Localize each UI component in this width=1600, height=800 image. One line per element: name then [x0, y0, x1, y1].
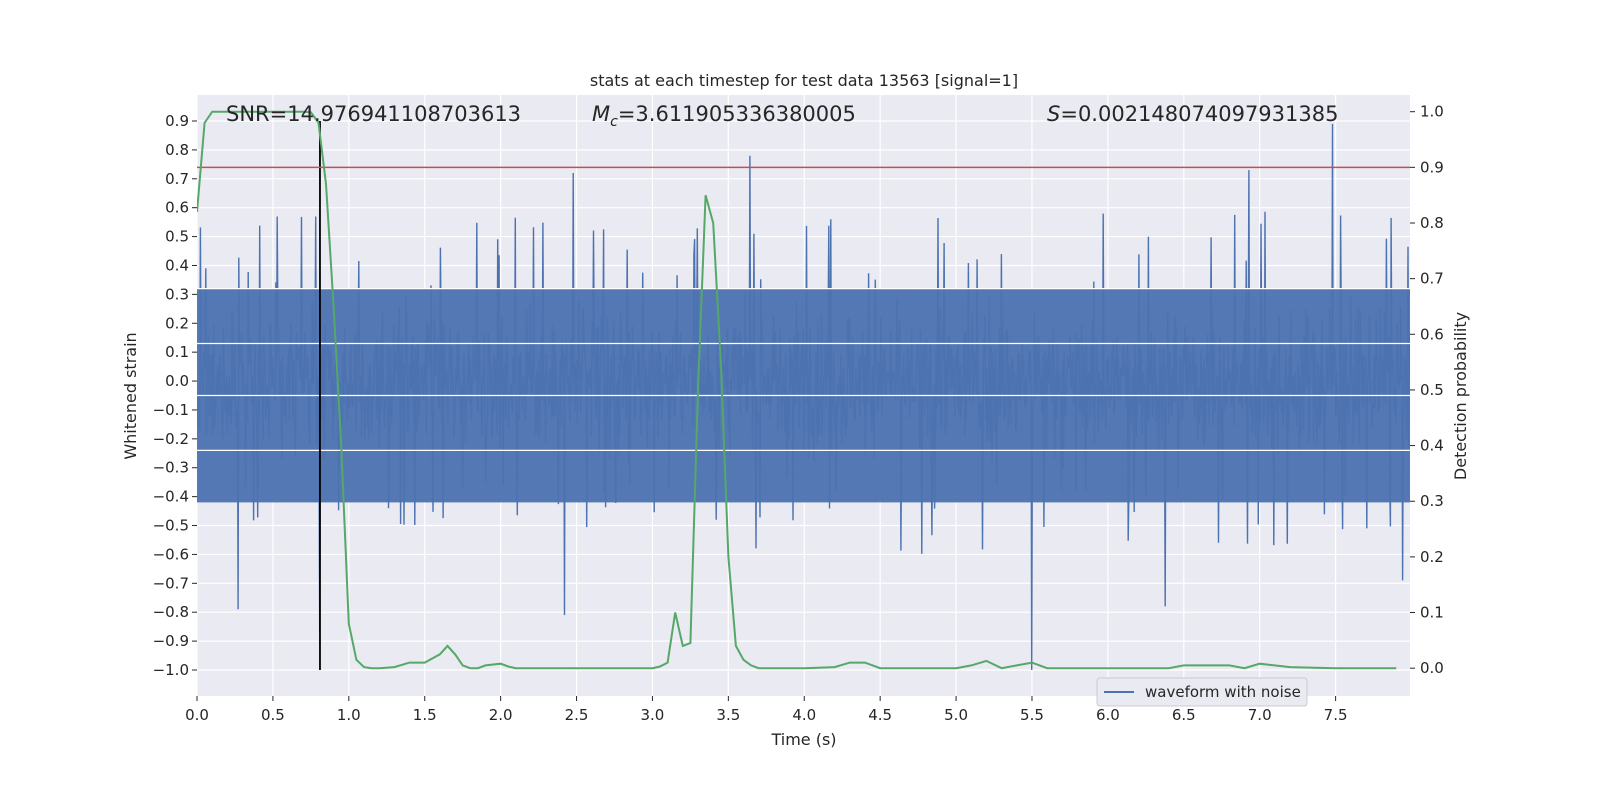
x-tick-label: 7.0: [1248, 706, 1272, 724]
right-y-tick-label: 0.6: [1420, 325, 1444, 343]
left-y-tick-label: −0.4: [153, 488, 189, 506]
legend: waveform with noise: [1096, 677, 1308, 707]
left-y-tick-label: −1.0: [153, 661, 189, 679]
x-tick-label: 4.0: [792, 706, 816, 724]
s-value: =0.002148074097931385: [1060, 102, 1338, 126]
left-y-tick-label: 0.5: [165, 228, 189, 246]
left-y-tick-label: 0.6: [165, 199, 189, 217]
x-axis-label: Time (s): [770, 730, 836, 749]
probability-line: [197, 110, 1397, 670]
left-y-tick-label: 0.0: [165, 372, 189, 390]
right-y-axis-label: Detection probability: [1451, 312, 1470, 480]
right-y-tick-label: 0.3: [1420, 492, 1444, 510]
x-tick-label: 2.5: [565, 706, 589, 724]
chart-title: stats at each timestep for test data 135…: [590, 71, 1018, 90]
right-y-tick-label: 0.5: [1420, 381, 1444, 399]
x-tick-label: 3.5: [716, 706, 740, 724]
x-tick-label: 1.0: [337, 706, 361, 724]
right-y-tick-label: 0.4: [1420, 437, 1444, 455]
mc-subscript: c: [610, 114, 618, 130]
left-y-tick-label: 0.9: [165, 112, 189, 130]
right-y-tick-label: 0.0: [1420, 659, 1444, 677]
left-y-tick-label: 0.2: [165, 314, 189, 332]
x-tick-label: 2.0: [489, 706, 513, 724]
right-y-tick-label: 0.1: [1420, 604, 1444, 622]
s-symbol: S: [1047, 102, 1060, 126]
left-y-tick-label: −0.2: [153, 430, 189, 448]
left-y-tick-label: 0.8: [165, 141, 189, 159]
right-y-tick-label: 1.0: [1420, 103, 1444, 121]
left-y-tick-label: −0.6: [153, 545, 189, 563]
snr-annotation: SNR=14.976941108703613: [226, 102, 521, 126]
grid-overlay: [197, 287, 1410, 451]
x-tick-label: 4.5: [868, 706, 892, 724]
x-tick-label: 3.0: [641, 706, 665, 724]
probability-series: [197, 110, 1397, 670]
x-tick-label: 6.0: [1096, 706, 1120, 724]
s-annotation: S=0.002148074097931385: [1047, 102, 1338, 126]
axis-ticks: 0.0 0.5 1.0 1.5 2.0 2.5 3.0 3.5 4.0 4.5 5.0 5.5 6.0 6…: [153, 103, 1444, 724]
x-tick-label: 0.0: [185, 706, 209, 724]
waveform-line: [197, 123, 1410, 671]
legend-box: [1096, 677, 1308, 707]
left-y-tick-label: −0.5: [153, 517, 189, 535]
right-y-tick-label: 0.7: [1420, 270, 1444, 288]
left-y-tick-label: −0.9: [153, 632, 189, 650]
left-y-tick-label: −0.8: [153, 603, 189, 621]
left-y-tick-label: −0.1: [153, 401, 189, 419]
mc-value: =3.611905336380005: [618, 102, 856, 126]
left-y-tick-label: −0.3: [153, 459, 189, 477]
x-tick-label: 5.0: [944, 706, 968, 724]
right-y-tick-label: 0.8: [1420, 214, 1444, 232]
right-y-tick-label: 0.9: [1420, 158, 1444, 176]
x-tick-label: 0.5: [261, 706, 285, 724]
x-tick-label: 6.5: [1172, 706, 1196, 724]
x-tick-label: 7.5: [1324, 706, 1348, 724]
left-y-axis-label: Whitened strain: [121, 332, 140, 459]
x-tick-label: 1.5: [413, 706, 437, 724]
mc-symbol: M: [592, 102, 610, 126]
left-y-tick-label: −0.7: [153, 574, 189, 592]
left-y-tick-label: 0.7: [165, 170, 189, 188]
right-y-tick-label: 0.2: [1420, 548, 1444, 566]
mc-annotation: Mc=3.611905336380005: [592, 102, 856, 130]
left-y-tick-label: 0.3: [165, 285, 189, 303]
left-y-tick-label: 0.1: [165, 343, 189, 361]
left-y-tick-label: 0.4: [165, 256, 189, 274]
legend-label: waveform with noise: [1145, 683, 1301, 701]
x-tick-label: 5.5: [1020, 706, 1044, 724]
